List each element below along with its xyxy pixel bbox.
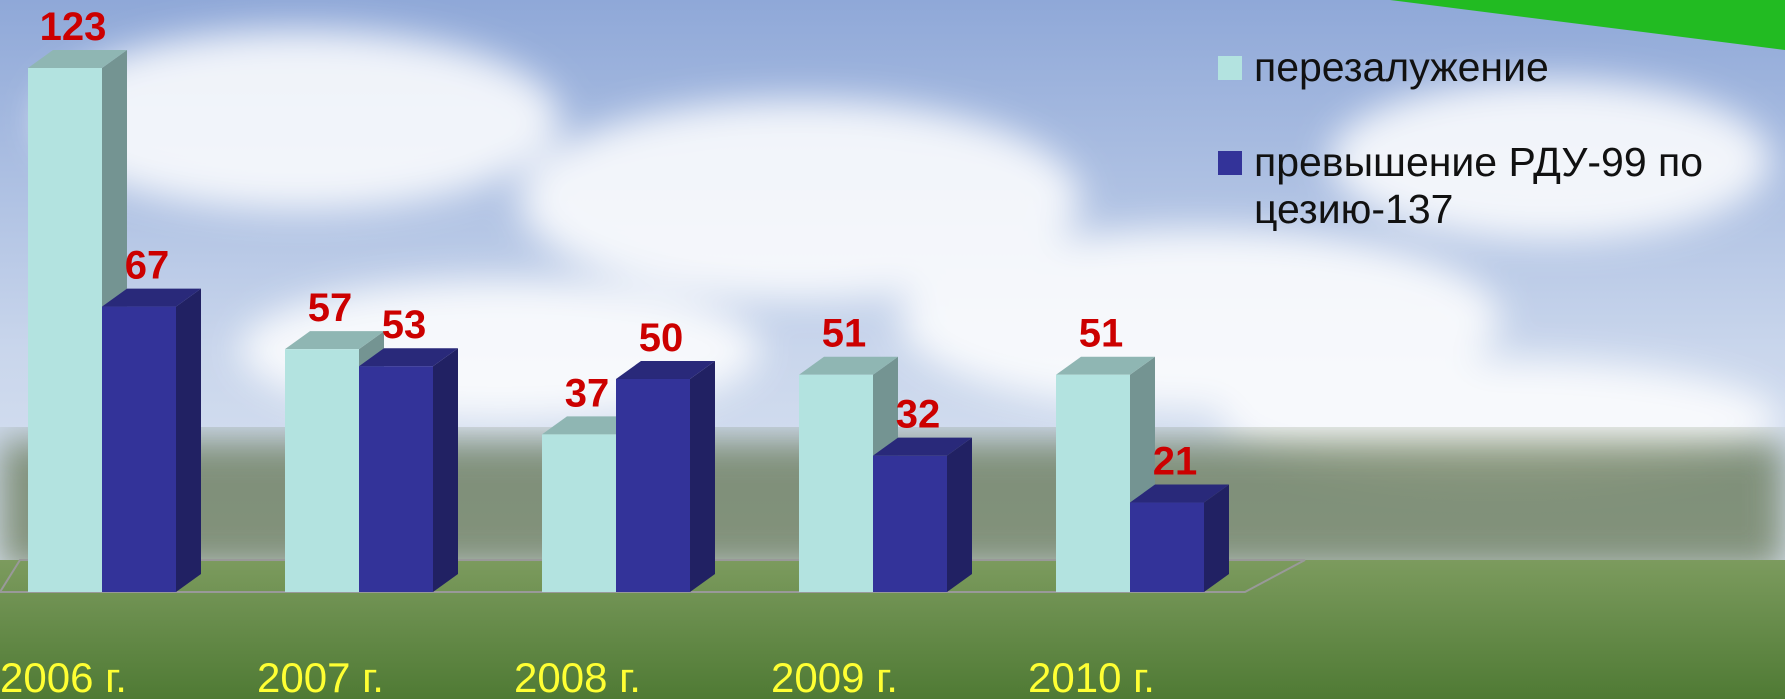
bar-side <box>1204 485 1229 592</box>
x-tick-label: 2010 г. <box>1028 654 1155 699</box>
value-label: 57 <box>308 286 353 330</box>
bar <box>28 68 102 592</box>
bar <box>616 379 690 592</box>
bar <box>102 307 176 592</box>
bar <box>873 456 947 592</box>
legend-item: превышение РДУ-99 по цезию-137 <box>1218 139 1778 233</box>
legend-swatch <box>1218 151 1242 175</box>
legend-item: перезалужение <box>1218 44 1778 91</box>
value-label: 32 <box>896 393 941 437</box>
value-label: 53 <box>382 303 427 347</box>
legend-swatch <box>1218 56 1242 80</box>
x-tick-label: 2008 г. <box>514 654 641 699</box>
value-label: 50 <box>639 316 684 360</box>
value-label: 51 <box>822 312 867 356</box>
legend: перезалужение превышение РДУ-99 по цезию-… <box>1218 44 1778 281</box>
value-label: 37 <box>565 371 610 415</box>
bar <box>285 349 359 592</box>
value-label: 67 <box>125 244 170 288</box>
value-label: 21 <box>1153 440 1198 484</box>
bar <box>1056 375 1130 592</box>
x-tick-label: 2009 г. <box>771 654 898 699</box>
bar-side <box>433 348 458 592</box>
legend-label: превышение РДУ-99 по цезию-137 <box>1254 139 1778 233</box>
legend-label: перезалужение <box>1254 44 1549 91</box>
bar-side <box>947 438 972 592</box>
bar-side <box>176 289 201 592</box>
bar <box>542 434 616 592</box>
x-tick-label: 2007 г. <box>257 654 384 699</box>
x-tick-label: 2006 г. <box>0 654 127 699</box>
bar-side <box>690 361 715 592</box>
bar <box>799 375 873 592</box>
slide: 123 67 2006 г. 57 53 2007 г. 37 50 2008 г. 51 32 20… <box>0 0 1785 699</box>
bar <box>359 366 433 592</box>
bar <box>1130 503 1204 592</box>
value-label: 51 <box>1079 312 1124 356</box>
value-label: 123 <box>40 5 107 49</box>
